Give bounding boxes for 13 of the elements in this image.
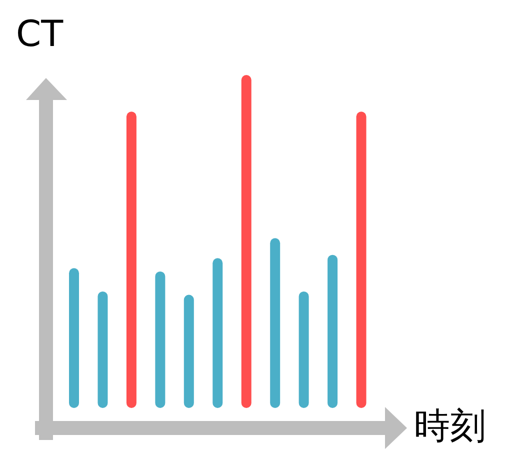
bar (328, 254, 338, 408)
bar (184, 294, 194, 408)
bar (356, 112, 366, 408)
bar (69, 268, 79, 408)
bar (126, 112, 136, 408)
x-axis-title: 時刻 (414, 405, 486, 449)
bar (98, 291, 108, 408)
y-axis-title: CT (16, 14, 64, 55)
bar (298, 291, 309, 408)
bar (212, 258, 223, 408)
bar (270, 238, 280, 408)
bar (155, 271, 166, 408)
bar (241, 75, 252, 408)
